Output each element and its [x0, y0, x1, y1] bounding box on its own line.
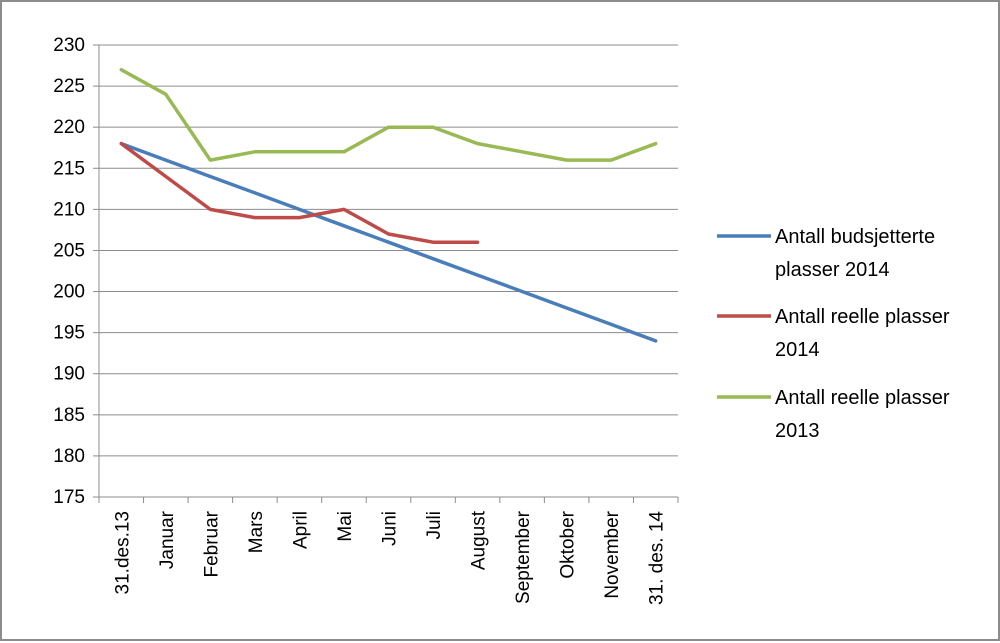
x-tick-label: Mai	[335, 511, 356, 542]
series-line-3	[119, 67, 658, 162]
series-lines	[119, 67, 658, 343]
x-tick-label: Februar	[201, 510, 222, 577]
x-tick-label: Januar	[157, 510, 178, 569]
x-tick-label: August	[469, 510, 490, 570]
y-tick-label: 220	[53, 117, 85, 138]
x-axis-tick-labels: 31.des.13 Januar Februar Mars April Mai Juni Ju…	[112, 510, 667, 605]
x-tick-label: 31.des.13	[112, 511, 133, 594]
y-axis-tick-labels: 175 180 185 190 195 200 205 210 215 220 225 230	[53, 35, 85, 508]
x-tick-label: Mars	[246, 511, 267, 553]
legend: Antall budsjetterte plasser 2014 Antall re…	[717, 226, 950, 442]
gridlines	[99, 44, 678, 457]
legend-label-1: Antall budsjetterte	[775, 226, 935, 248]
legend-label-2: Antall reelle plasser	[775, 306, 950, 328]
series-line-2	[119, 141, 480, 244]
y-tick-label: 180	[53, 446, 85, 467]
y-tick-label: 185	[53, 405, 85, 426]
legend-label-3: Antall reelle plasser	[775, 387, 950, 409]
x-tick-label: Oktober	[558, 510, 579, 578]
x-tick-label: 31. des. 14	[647, 511, 668, 605]
legend-label-2: 2014	[775, 339, 820, 361]
x-tick-label: November	[602, 510, 623, 598]
x-tick-label: Juni	[380, 511, 401, 546]
x-tick-label: Juli	[424, 511, 445, 540]
y-tick-label: 210	[53, 199, 85, 220]
legend-label-1: plasser 2014	[775, 259, 890, 281]
y-tick-label: 200	[53, 282, 85, 303]
y-tick-label: 175	[53, 487, 85, 508]
legend-label-3: 2013	[775, 420, 820, 442]
y-tick-label: 195	[53, 323, 85, 344]
y-tick-label: 190	[53, 364, 85, 385]
x-tick-label: April	[290, 511, 311, 549]
y-tick-label: 225	[53, 76, 85, 97]
y-tick-label: 215	[53, 158, 85, 179]
x-tick-label: September	[513, 510, 534, 604]
y-tick-label: 205	[53, 240, 85, 261]
series-line-1	[119, 141, 658, 343]
axes	[93, 44, 679, 503]
y-tick-label: 230	[53, 35, 85, 56]
